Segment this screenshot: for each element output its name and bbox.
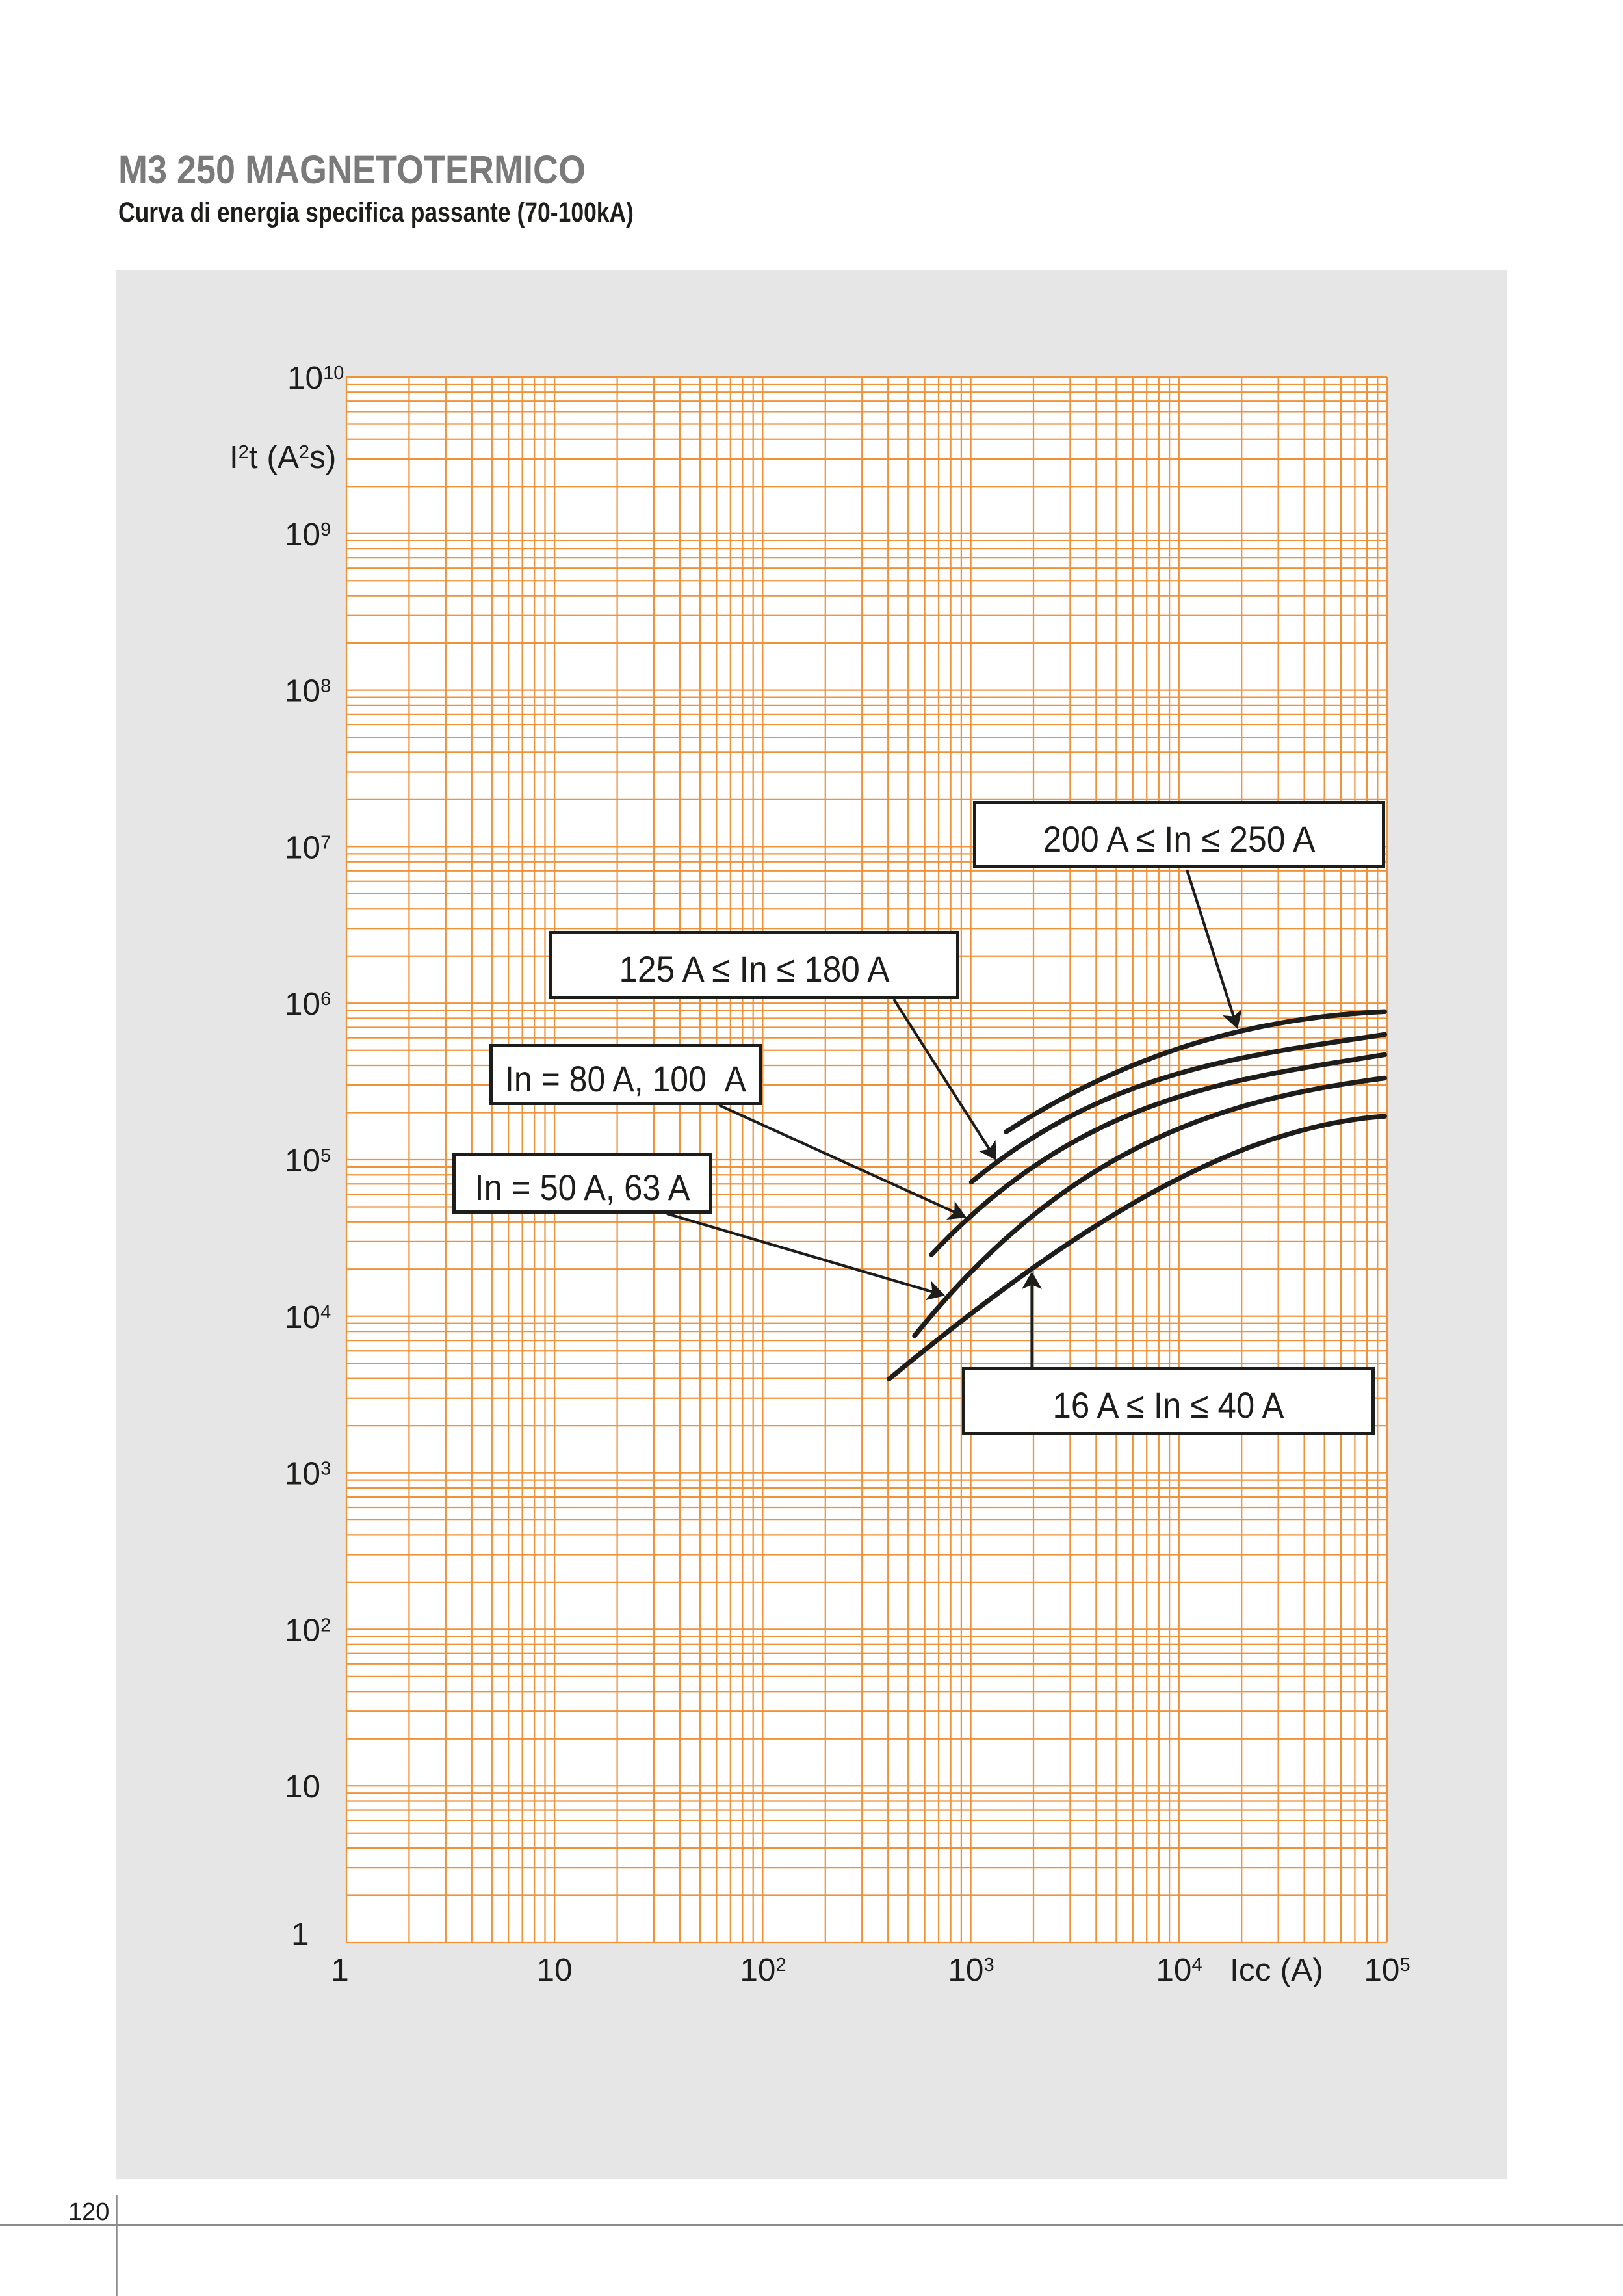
svg-text:I2t (A2s): I2t (A2s) [229, 439, 336, 475]
svg-text:120: 120 [68, 2198, 109, 2226]
svg-text:1: 1 [291, 1916, 309, 1952]
svg-text:1: 1 [331, 1952, 349, 1988]
svg-text:125 A ≤ In ≤ 180 A: 125 A ≤ In ≤ 180 A [619, 948, 890, 989]
svg-text:200 A ≤ In ≤ 250 A: 200 A ≤ In ≤ 250 A [1043, 818, 1316, 859]
svg-text:102: 102 [740, 1952, 786, 1988]
svg-text:In = 80 A, 100 A: In = 80 A, 100 A [505, 1058, 747, 1099]
svg-text:Curva di energia specifica pas: Curva di energia specifica passante (70-… [118, 197, 634, 228]
svg-text:16 A ≤ In ≤ 40 A: 16 A ≤ In ≤ 40 A [1053, 1385, 1285, 1426]
svg-text:Icc (A): Icc (A) [1230, 1952, 1323, 1988]
svg-text:10: 10 [285, 1769, 320, 1805]
svg-text:10: 10 [536, 1952, 572, 1988]
svg-text:In = 50 A, 63 A: In = 50 A, 63 A [475, 1167, 691, 1208]
svg-text:M3 250 MAGNETOTERMICO: M3 250 MAGNETOTERMICO [118, 148, 586, 192]
svg-text:106: 106 [285, 986, 331, 1022]
svg-text:108: 108 [285, 673, 331, 709]
